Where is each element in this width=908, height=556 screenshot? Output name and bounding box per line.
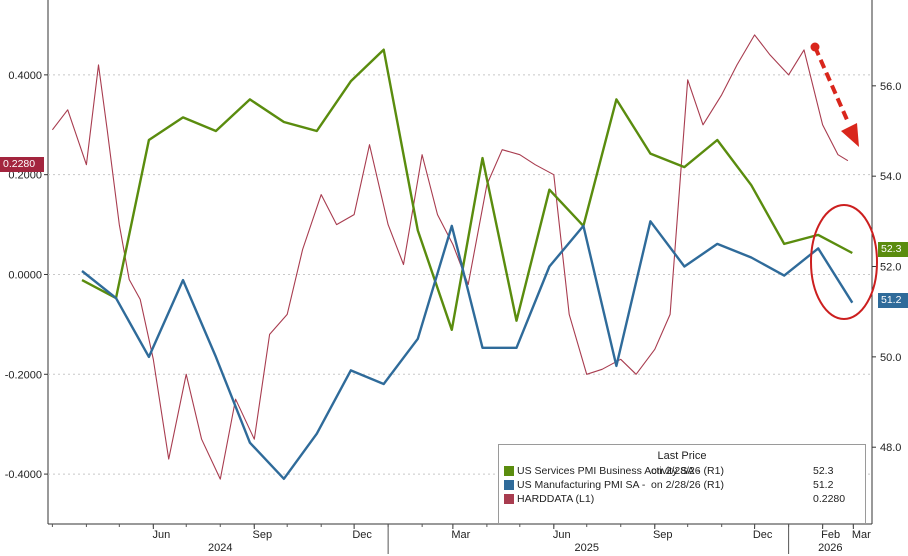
legend-row-services: US Services PMI Business Activity SA - o… [499, 464, 865, 478]
left-tick-label-4: -0.4000 [5, 469, 42, 481]
year-label-0: 2024 [208, 542, 232, 554]
left-tick-label-0: 0.4000 [8, 70, 42, 82]
legend-name-harddata: HARDDATA (L1) [517, 493, 595, 505]
legend-swatch-manufacturing [504, 480, 514, 490]
annotation-ellipse [810, 204, 878, 320]
legend-row-manufacturing: US Manufacturing PMI SA - on 2/28/26 (R1… [499, 478, 865, 492]
left-tick-label-1: 0.2000 [8, 170, 42, 182]
right-tick-label-3: 50.0 [880, 352, 901, 364]
series-line-services [81, 48, 853, 331]
x-tick-label-7: Feb [821, 529, 840, 541]
last-value-badge-manufacturing: 51.2 [878, 293, 908, 308]
legend-value-services: 52.3 [813, 465, 834, 477]
legend-date-services: on 2/28/26 (R1) [651, 465, 724, 477]
legend-date-manufacturing: on 2/28/26 (R1) [651, 479, 724, 491]
annotation-arrow-head [841, 123, 859, 147]
year-label-2: 2026 [818, 542, 842, 554]
legend-title: Last Price [657, 450, 707, 462]
right-tick-label-1: 54.0 [880, 171, 901, 183]
legend-swatch-services [504, 466, 514, 476]
x-tick-label-6: Dec [753, 529, 773, 541]
left-tick-label-2: 0.0000 [8, 269, 42, 281]
legend-value-harddata: 0.2280 [813, 493, 846, 505]
chart-legend: Last Price US Services PMI Business Acti… [498, 444, 866, 524]
left-tick-label-3: -0.2000 [5, 369, 42, 381]
right-tick-label-2: 52.0 [880, 262, 901, 274]
year-label-1: 2025 [574, 542, 598, 554]
x-tick-label-1: Sep [252, 529, 272, 541]
annotation-arrow-shaft [813, 46, 850, 123]
last-value-badge-harddata: 0.2280 [0, 157, 44, 172]
last-value-badge-services: 52.3 [878, 242, 908, 257]
x-tick-label-3: Mar [451, 529, 470, 541]
x-tick-label-5: Sep [653, 529, 673, 541]
legend-name-services: US Services PMI Business Activity SA - [517, 465, 701, 477]
series-line-manufacturing [81, 220, 854, 480]
x-tick-label-0: Jun [152, 529, 170, 541]
legend-name-manufacturing: US Manufacturing PMI SA - [517, 479, 646, 491]
x-tick-label-8: Mar [852, 529, 871, 541]
right-tick-label-4: 48.0 [880, 442, 901, 454]
legend-value-manufacturing: 51.2 [813, 479, 834, 491]
x-tick-label-2: Dec [352, 529, 372, 541]
legend-row-harddata: HARDDATA (L1) 0.2280 [499, 492, 865, 506]
right-tick-label-0: 56.0 [880, 81, 901, 93]
legend-swatch-harddata [504, 494, 514, 504]
x-tick-label-4: Jun [553, 529, 571, 541]
series-line-harddata [51, 34, 849, 480]
